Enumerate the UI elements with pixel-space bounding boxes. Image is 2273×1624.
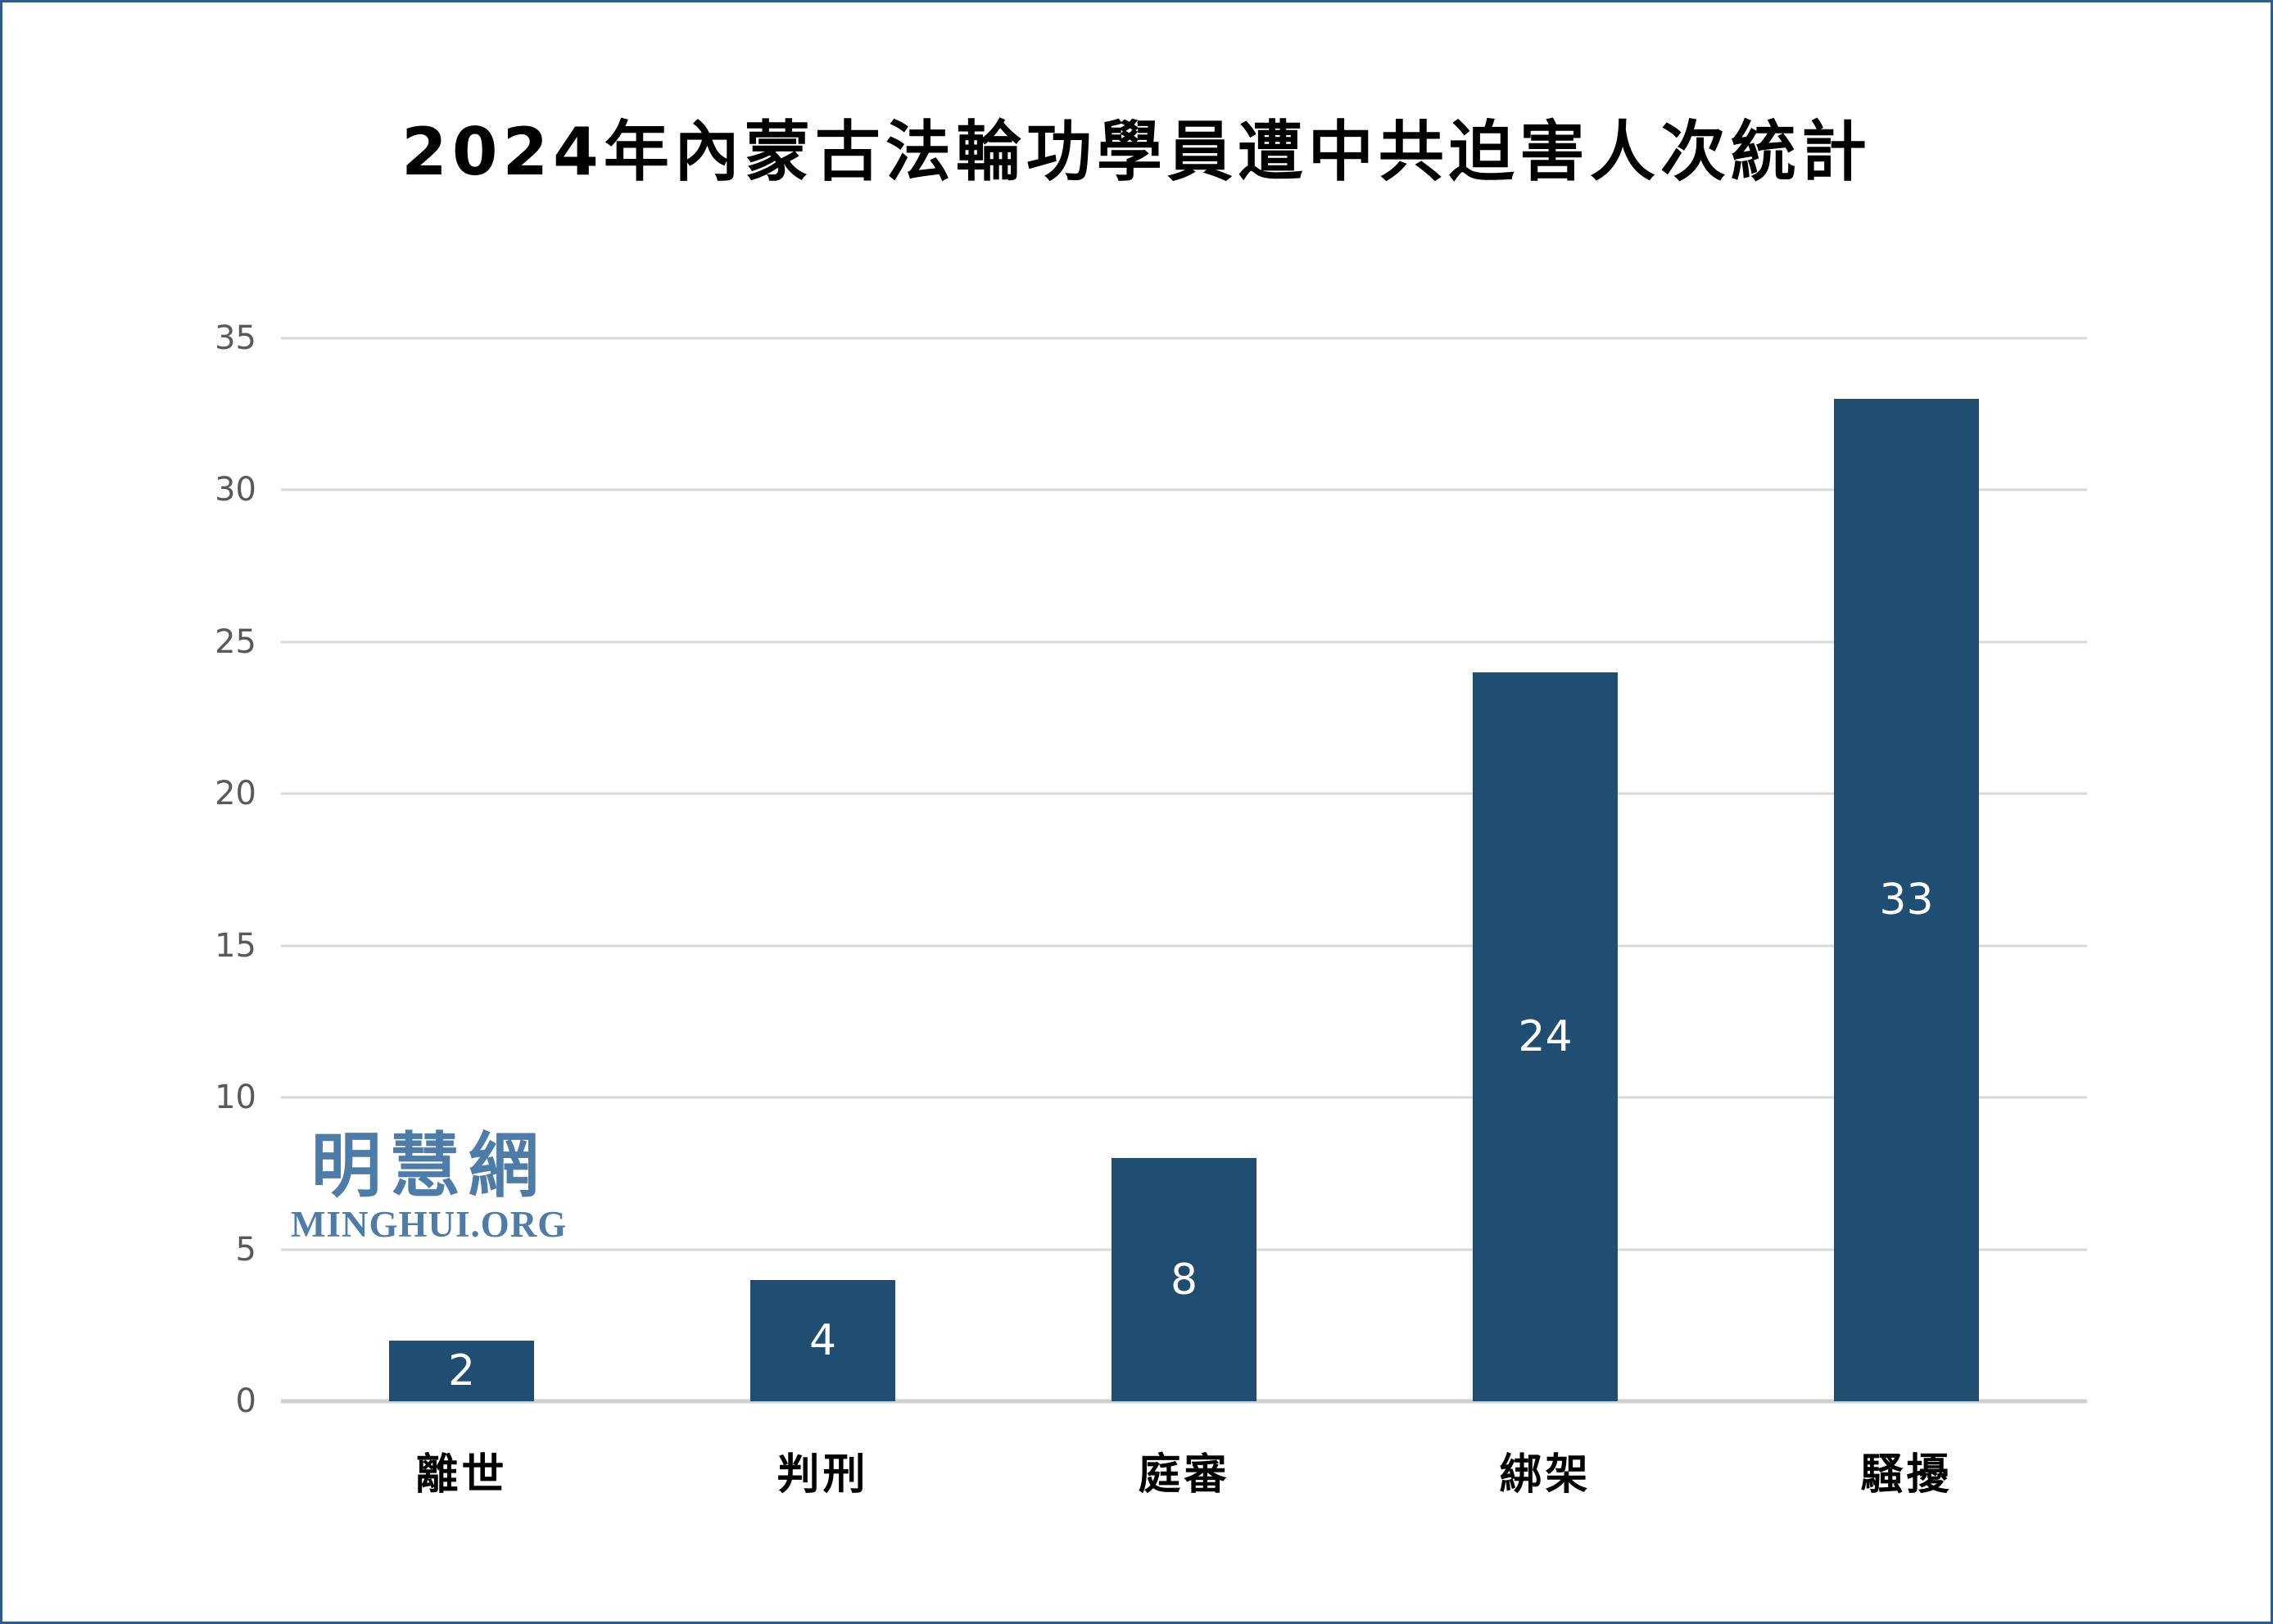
bar-離世: 2 [389, 1340, 534, 1401]
x-tick-label-騷擾: 騷擾 [1860, 1450, 1953, 1500]
bar-value-label-庭審: 8 [1170, 1255, 1198, 1305]
gridline-y-25 [281, 640, 2087, 644]
x-axis: 離世 判刑 庭審 綁架 騷擾 [281, 1440, 2087, 1505]
y-tick-label-30: 30 [215, 471, 256, 509]
y-tick-label-10: 10 [215, 1079, 256, 1117]
bar-value-label-綁架: 24 [1518, 1011, 1573, 1061]
chart-title: 2024年內蒙古法輪功學員遭中共迫害人次統計 [401, 114, 1872, 190]
gridline-y-15 [281, 944, 2087, 948]
y-tick-label-25: 25 [215, 622, 256, 661]
x-tick-label-判刑: 判刑 [777, 1450, 869, 1500]
bar-判刑: 4 [750, 1279, 895, 1401]
y-tick-label-5: 5 [235, 1230, 256, 1269]
watermark-minghui-cjk: 明慧網 [310, 1125, 547, 1207]
x-tick-label-離世: 離世 [415, 1450, 508, 1500]
gridline-y-35 [281, 337, 2087, 340]
bar-value-label-騷擾: 33 [1879, 875, 1934, 925]
x-tick-label-庭審: 庭審 [1138, 1450, 1230, 1500]
bar-綁架: 24 [1473, 672, 1618, 1401]
plot-area: 2 4 8 24 33 [281, 337, 2087, 1404]
bar-value-label-判刑: 4 [808, 1315, 837, 1365]
gridline-y-20 [281, 792, 2087, 795]
x-axis-baseline [281, 1399, 2087, 1404]
gridline-y-10 [281, 1096, 2087, 1099]
y-axis: 0 5 10 15 20 25 30 35 [125, 322, 256, 1418]
y-tick-label-20: 20 [215, 775, 256, 813]
y-tick-label-35: 35 [215, 319, 256, 357]
watermark-minghui-latin: MINGHUI.ORG [291, 1204, 568, 1245]
bar-value-label-離世: 2 [447, 1346, 476, 1396]
watermark: 明慧網 MINGHUI.ORG [291, 1131, 567, 1243]
y-tick-label-0: 0 [235, 1382, 256, 1420]
bar-騷擾: 33 [1834, 399, 1979, 1401]
gridline-y-30 [281, 488, 2087, 491]
x-tick-label-綁架: 綁架 [1499, 1450, 1592, 1500]
y-tick-label-15: 15 [215, 926, 256, 965]
bar-庭審: 8 [1112, 1158, 1256, 1401]
